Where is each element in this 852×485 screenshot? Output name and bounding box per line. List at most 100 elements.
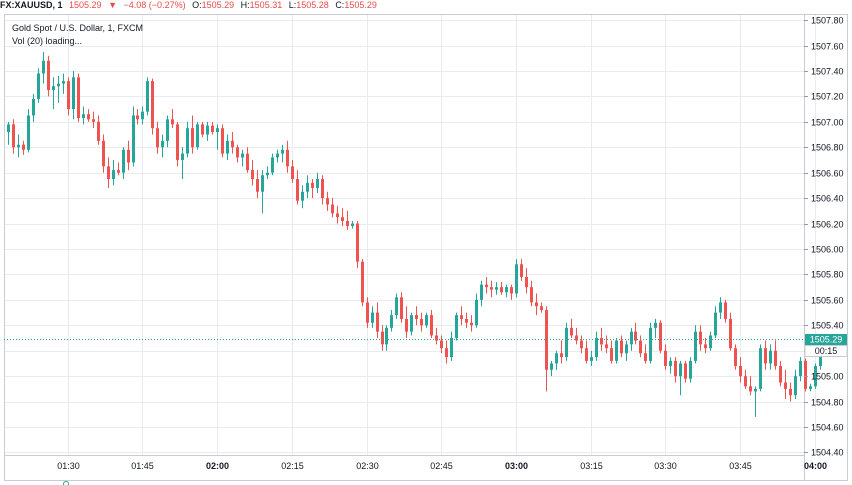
candle [231, 131, 234, 154]
candle-body [410, 315, 413, 332]
candle [286, 140, 289, 173]
candle [560, 340, 563, 364]
candle [395, 293, 398, 319]
candle [699, 325, 702, 351]
candle [122, 147, 125, 180]
candle-body [92, 119, 95, 122]
candle-body [77, 77, 80, 119]
candle [52, 77, 55, 110]
time-tick-label: 02:00 [206, 461, 229, 471]
candle-body [171, 119, 174, 125]
candle [664, 344, 667, 370]
candle-body [634, 331, 637, 341]
candle [166, 115, 169, 148]
candle [171, 109, 174, 129]
candle-body [316, 179, 319, 188]
candle [22, 140, 25, 155]
candle [799, 357, 802, 382]
candle [435, 327, 438, 345]
candle-body [201, 124, 204, 135]
candle-body [87, 114, 90, 120]
candle-body [689, 360, 692, 379]
time-tick-label: 04:00 [804, 461, 827, 471]
candle-body [724, 302, 727, 319]
candle-body [97, 121, 100, 141]
candle [132, 106, 135, 167]
candle [505, 284, 508, 298]
candle-body [425, 315, 428, 326]
candle [112, 159, 115, 186]
candle [176, 121, 179, 167]
candle-body [580, 340, 583, 349]
candle-body [326, 198, 329, 205]
candle [430, 310, 433, 339]
candle-body [27, 115, 30, 150]
symbol-header: FX:XAUUSD, 1 1505.29 ▼ −4.08 (−0.27%) O:… [0, 0, 852, 11]
candle [510, 284, 513, 300]
candle [72, 70, 75, 120]
candle-body [226, 140, 229, 154]
chart-legend-title[interactable]: Gold Spot / U.S. Dollar, 1, FXCM [12, 23, 143, 33]
candle-body [450, 338, 453, 358]
candle-body [600, 338, 603, 345]
scroll-indicator-icon[interactable] [63, 481, 69, 485]
candle-body [565, 327, 568, 358]
candle-body [211, 125, 214, 132]
candle-body [684, 363, 687, 379]
candle-body [390, 315, 393, 328]
candle-body [266, 172, 269, 176]
candle-body [430, 315, 433, 336]
candle-body [495, 287, 498, 290]
candle [266, 166, 269, 180]
change-value: −4.08 (−0.27%) [123, 0, 186, 10]
candle-body [445, 348, 448, 358]
candle-body [664, 350, 667, 366]
candle-body [251, 170, 254, 180]
time-axis[interactable]: 01:30 01:45 02:00 02:15 02:30 02:45 03:00 03:15… [57, 461, 827, 471]
volume-legend[interactable]: Vol (20) loading... [12, 36, 82, 46]
candle-body [475, 299, 478, 326]
candle [789, 382, 792, 402]
candle [704, 338, 707, 354]
candle [321, 175, 324, 205]
candle [550, 360, 553, 377]
candle [127, 140, 130, 171]
candle-body [535, 302, 538, 307]
candle [271, 153, 274, 176]
candle [102, 134, 105, 173]
price-axis[interactable]: 1504.401504.601504.801505.001505.201505.… [804, 16, 844, 458]
candle-body [575, 335, 578, 341]
candle-body [615, 340, 618, 361]
candle [500, 282, 503, 295]
candle-body [311, 182, 314, 188]
candle [759, 344, 762, 392]
symbol-name[interactable]: FX:XAUUSD, 1 [0, 0, 63, 10]
candle [694, 325, 697, 364]
candle-body [82, 114, 85, 119]
candle [206, 121, 209, 141]
candle-body [351, 223, 354, 227]
candle-body [62, 81, 65, 84]
candle-body [759, 348, 762, 389]
candle [709, 331, 712, 351]
price-tick-label: 1505.00 [811, 372, 844, 382]
candle-body [674, 360, 677, 377]
candle [764, 340, 767, 370]
price-tick-label: 1507.00 [811, 118, 844, 128]
candle-body [127, 149, 130, 163]
candle [301, 185, 304, 209]
candle-body [346, 221, 349, 227]
candle-body [540, 306, 543, 311]
candle-body [774, 350, 777, 366]
candle-body [644, 353, 647, 361]
candle [256, 170, 259, 199]
candle [17, 134, 20, 158]
candle [261, 170, 264, 214]
price-tick-label: 1506.40 [811, 194, 844, 204]
candle [341, 208, 344, 227]
price-tick-label: 1506.60 [811, 169, 844, 179]
candle [385, 325, 388, 351]
candle-body [356, 223, 359, 262]
candle-body [221, 128, 224, 154]
